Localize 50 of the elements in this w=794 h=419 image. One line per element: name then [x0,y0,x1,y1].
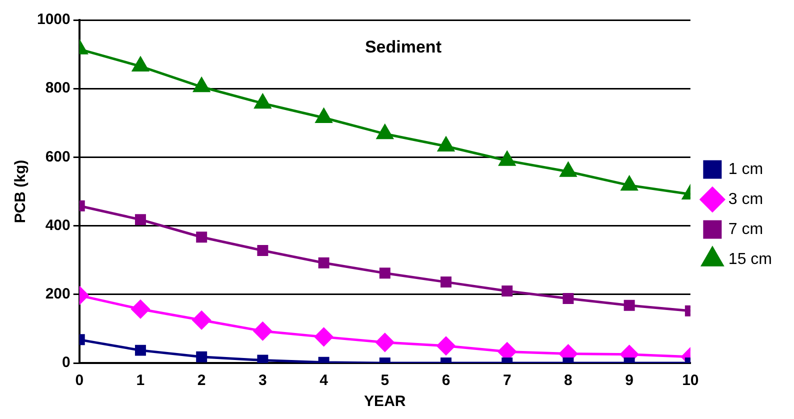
point [624,300,635,311]
x-tick-label: 2 [197,372,206,390]
point [621,176,638,191]
point [134,344,146,356]
y-axis-title: PCB (kg) [12,160,30,224]
x-tick-label: 3 [258,372,267,390]
y-tick-label: 1000 [36,11,70,28]
x-tick-label: 6 [442,372,450,390]
point [560,162,576,177]
point [193,78,210,92]
text: Sediment [364,38,442,57]
x-tick-label: 4 [320,372,329,390]
x-tick-label: 9 [625,372,634,390]
legend-label: 7 cm [728,220,764,238]
point [253,322,272,340]
point [134,214,146,226]
point [316,108,332,124]
x-tick-label: 8 [564,372,572,390]
y-tick-label: 800 [45,80,70,97]
y-tick-label: 400 [45,216,70,234]
point [436,336,456,356]
point [131,300,150,318]
point [196,351,208,362]
legend-label: 15 cm [728,250,772,268]
point [254,94,271,109]
point [498,151,516,166]
point [192,310,211,330]
point [132,57,149,72]
x-tick-label: 1 [136,372,145,390]
point [562,293,574,304]
x-tick-label: 10 [682,372,699,390]
point [318,257,330,268]
point [257,245,268,256]
point [379,268,390,279]
point [438,136,454,152]
x-tick-label: 5 [380,372,390,390]
legend-label: 1 cm [728,160,764,178]
point [376,333,394,352]
point [376,124,394,140]
point [440,276,452,288]
legend-label: 3 cm [728,190,764,208]
x-tick-label: 7 [502,372,512,390]
y-tick-label: 600 [45,148,70,166]
point [502,285,513,296]
x-axis-title: YEAR [364,393,406,410]
point [196,232,208,243]
y-tick-label: 200 [45,286,70,303]
y-tick-label: 0 [62,354,70,372]
point [314,328,334,346]
x-tick-label: 0 [75,372,84,390]
